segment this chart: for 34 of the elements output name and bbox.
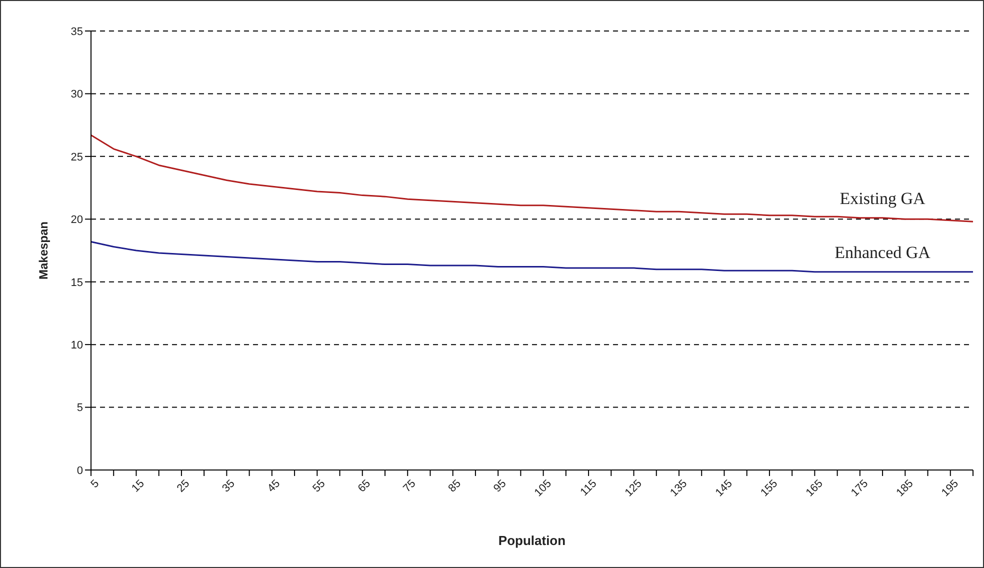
x-tick-label: 125 — [622, 478, 644, 500]
x-tick-label: 185 — [894, 478, 916, 500]
x-tick-label: 5 — [88, 478, 102, 490]
x-tick-label: 65 — [356, 478, 373, 495]
x-tick-label: 155 — [758, 478, 780, 500]
x-tick-label: 85 — [446, 478, 464, 495]
x-tick-label: 145 — [713, 478, 735, 500]
y-tick-label: 0 — [76, 464, 83, 477]
x-tick-label: 95 — [492, 478, 509, 495]
x-tick-label: 15 — [130, 478, 147, 495]
series-label: Existing GA — [840, 188, 926, 208]
x-tick-label: 55 — [310, 478, 328, 495]
y-tick-label: 20 — [70, 214, 83, 226]
x-tick-label: 75 — [401, 478, 418, 495]
y-tick-label: 35 — [70, 26, 83, 38]
x-tick-label: 105 — [532, 478, 554, 500]
y-tick-label: 30 — [70, 88, 83, 101]
x-tick-label: 175 — [849, 478, 871, 500]
x-tick-label: 45 — [265, 478, 283, 495]
line-series — [90, 240, 974, 273]
x-axis-title: Population — [498, 533, 566, 548]
y-tick-label: 15 — [70, 276, 83, 289]
y-tick-label: 25 — [70, 151, 83, 164]
line-series — [90, 134, 974, 222]
x-tick-label: 135 — [668, 478, 690, 500]
x-tick-label: 35 — [220, 478, 238, 495]
x-tick-label: 195 — [940, 478, 961, 500]
y-axis-title: Makespan — [36, 221, 50, 280]
y-tick-label: 5 — [76, 402, 83, 414]
series-label: Enhanced GA — [834, 242, 932, 262]
x-tick-label: 115 — [578, 478, 600, 499]
x-tick-label: 165 — [804, 478, 826, 500]
x-tick-label: 25 — [174, 478, 192, 495]
y-tick-label: 10 — [70, 339, 83, 352]
